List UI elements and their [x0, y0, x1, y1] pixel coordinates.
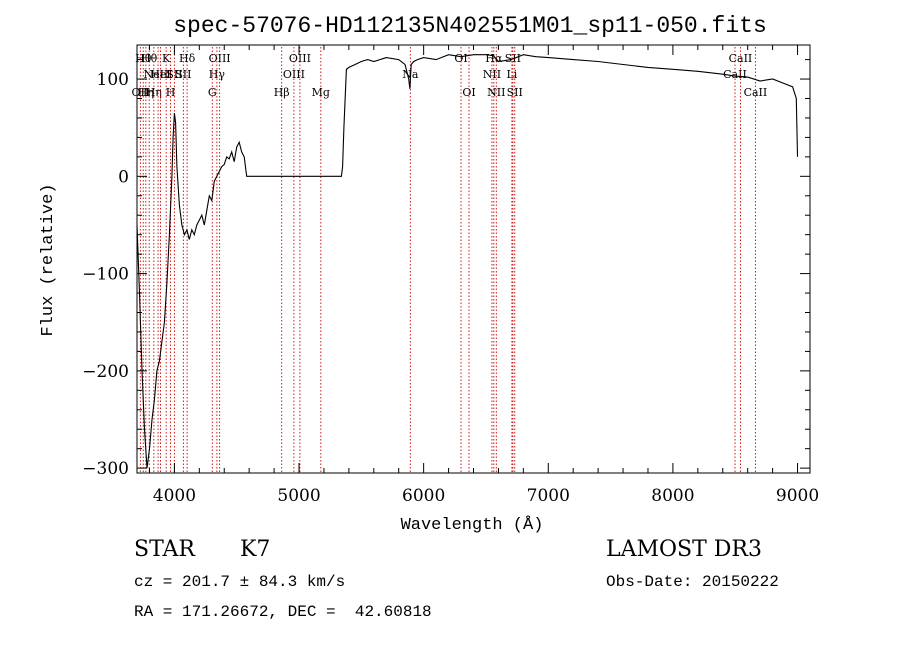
marker-label: CaII — [744, 86, 768, 99]
coordinates-text: RA = 171.26672, DEC = 42.60818 — [134, 603, 432, 621]
marker-label: G — [208, 86, 217, 99]
x-tick-label: 4000 — [153, 486, 196, 506]
marker-label: OII — [132, 86, 150, 99]
marker-label: Hη — [146, 86, 162, 99]
marker-label: Li — [506, 68, 517, 81]
marker-label: OI — [462, 86, 475, 99]
y-axis-label: Flux (relative) — [39, 183, 58, 336]
spectrum-series-line — [136, 54, 799, 469]
y-axis-ticks: −300 −200 −100 0 100 — [82, 59, 810, 479]
marker-label: SII — [166, 68, 182, 81]
spectrum-chart: spec-57076-HD112135N402551M01_sp11-050.f… — [39, 13, 819, 535]
marker-label: OIII — [283, 68, 305, 81]
marker-label: CaII — [723, 68, 747, 81]
x-tick-label: 8000 — [651, 486, 694, 506]
object-subclass: K7 — [240, 537, 271, 562]
marker-label: HeI — [150, 68, 170, 81]
y-tick-label: −100 — [82, 265, 129, 285]
marker-label: NeIII — [143, 68, 172, 81]
obs-date-text: Obs-Date: 20150222 — [606, 573, 779, 591]
x-axis-ticks: 4000 5000 6000 7000 8000 9000 — [148, 45, 819, 506]
plot-frame — [136, 44, 811, 474]
y-tick-label: −300 — [82, 459, 129, 479]
y-tick-label: 100 — [97, 70, 129, 90]
marker-label: NII — [483, 68, 501, 81]
chart-title: spec-57076-HD112135N402551M01_sp11-050.f… — [173, 13, 767, 39]
marker-label: NII — [487, 86, 505, 99]
marker-label: Hη — [138, 86, 154, 99]
survey-name: LAMOST DR3 — [606, 537, 762, 562]
marker-label: OIII — [289, 52, 311, 65]
x-tick-label: 5000 — [277, 486, 320, 506]
x-tick-label: 6000 — [402, 486, 445, 506]
y-tick-label: 0 — [118, 167, 129, 187]
marker-label: K — [162, 52, 171, 65]
object-class: STAR — [134, 537, 195, 562]
marker-label: OIII — [209, 52, 231, 65]
marker-label: SII — [175, 68, 191, 81]
x-tick-label: 7000 — [527, 486, 570, 506]
marker-label: SII — [507, 86, 523, 99]
marker-label: Hα — [485, 52, 503, 65]
redshift-text: cz = 201.7 ± 84.3 km/s — [134, 573, 346, 591]
marker-label: Hγ — [209, 68, 226, 81]
y-tick-label: −200 — [82, 362, 129, 382]
marker-label: Hθ — [141, 52, 158, 65]
marker-label: CaII — [729, 52, 753, 65]
x-tick-label: 9000 — [776, 486, 819, 506]
marker-label: Mg — [312, 86, 330, 99]
marker-label: Hδ — [179, 52, 196, 65]
marker-label: Hθ — [135, 52, 152, 65]
marker-label: H — [166, 86, 176, 99]
x-axis-label: Wavelength (Å) — [401, 516, 544, 535]
marker-label: Hβ — [274, 86, 290, 99]
marker-label: OI — [454, 52, 467, 65]
